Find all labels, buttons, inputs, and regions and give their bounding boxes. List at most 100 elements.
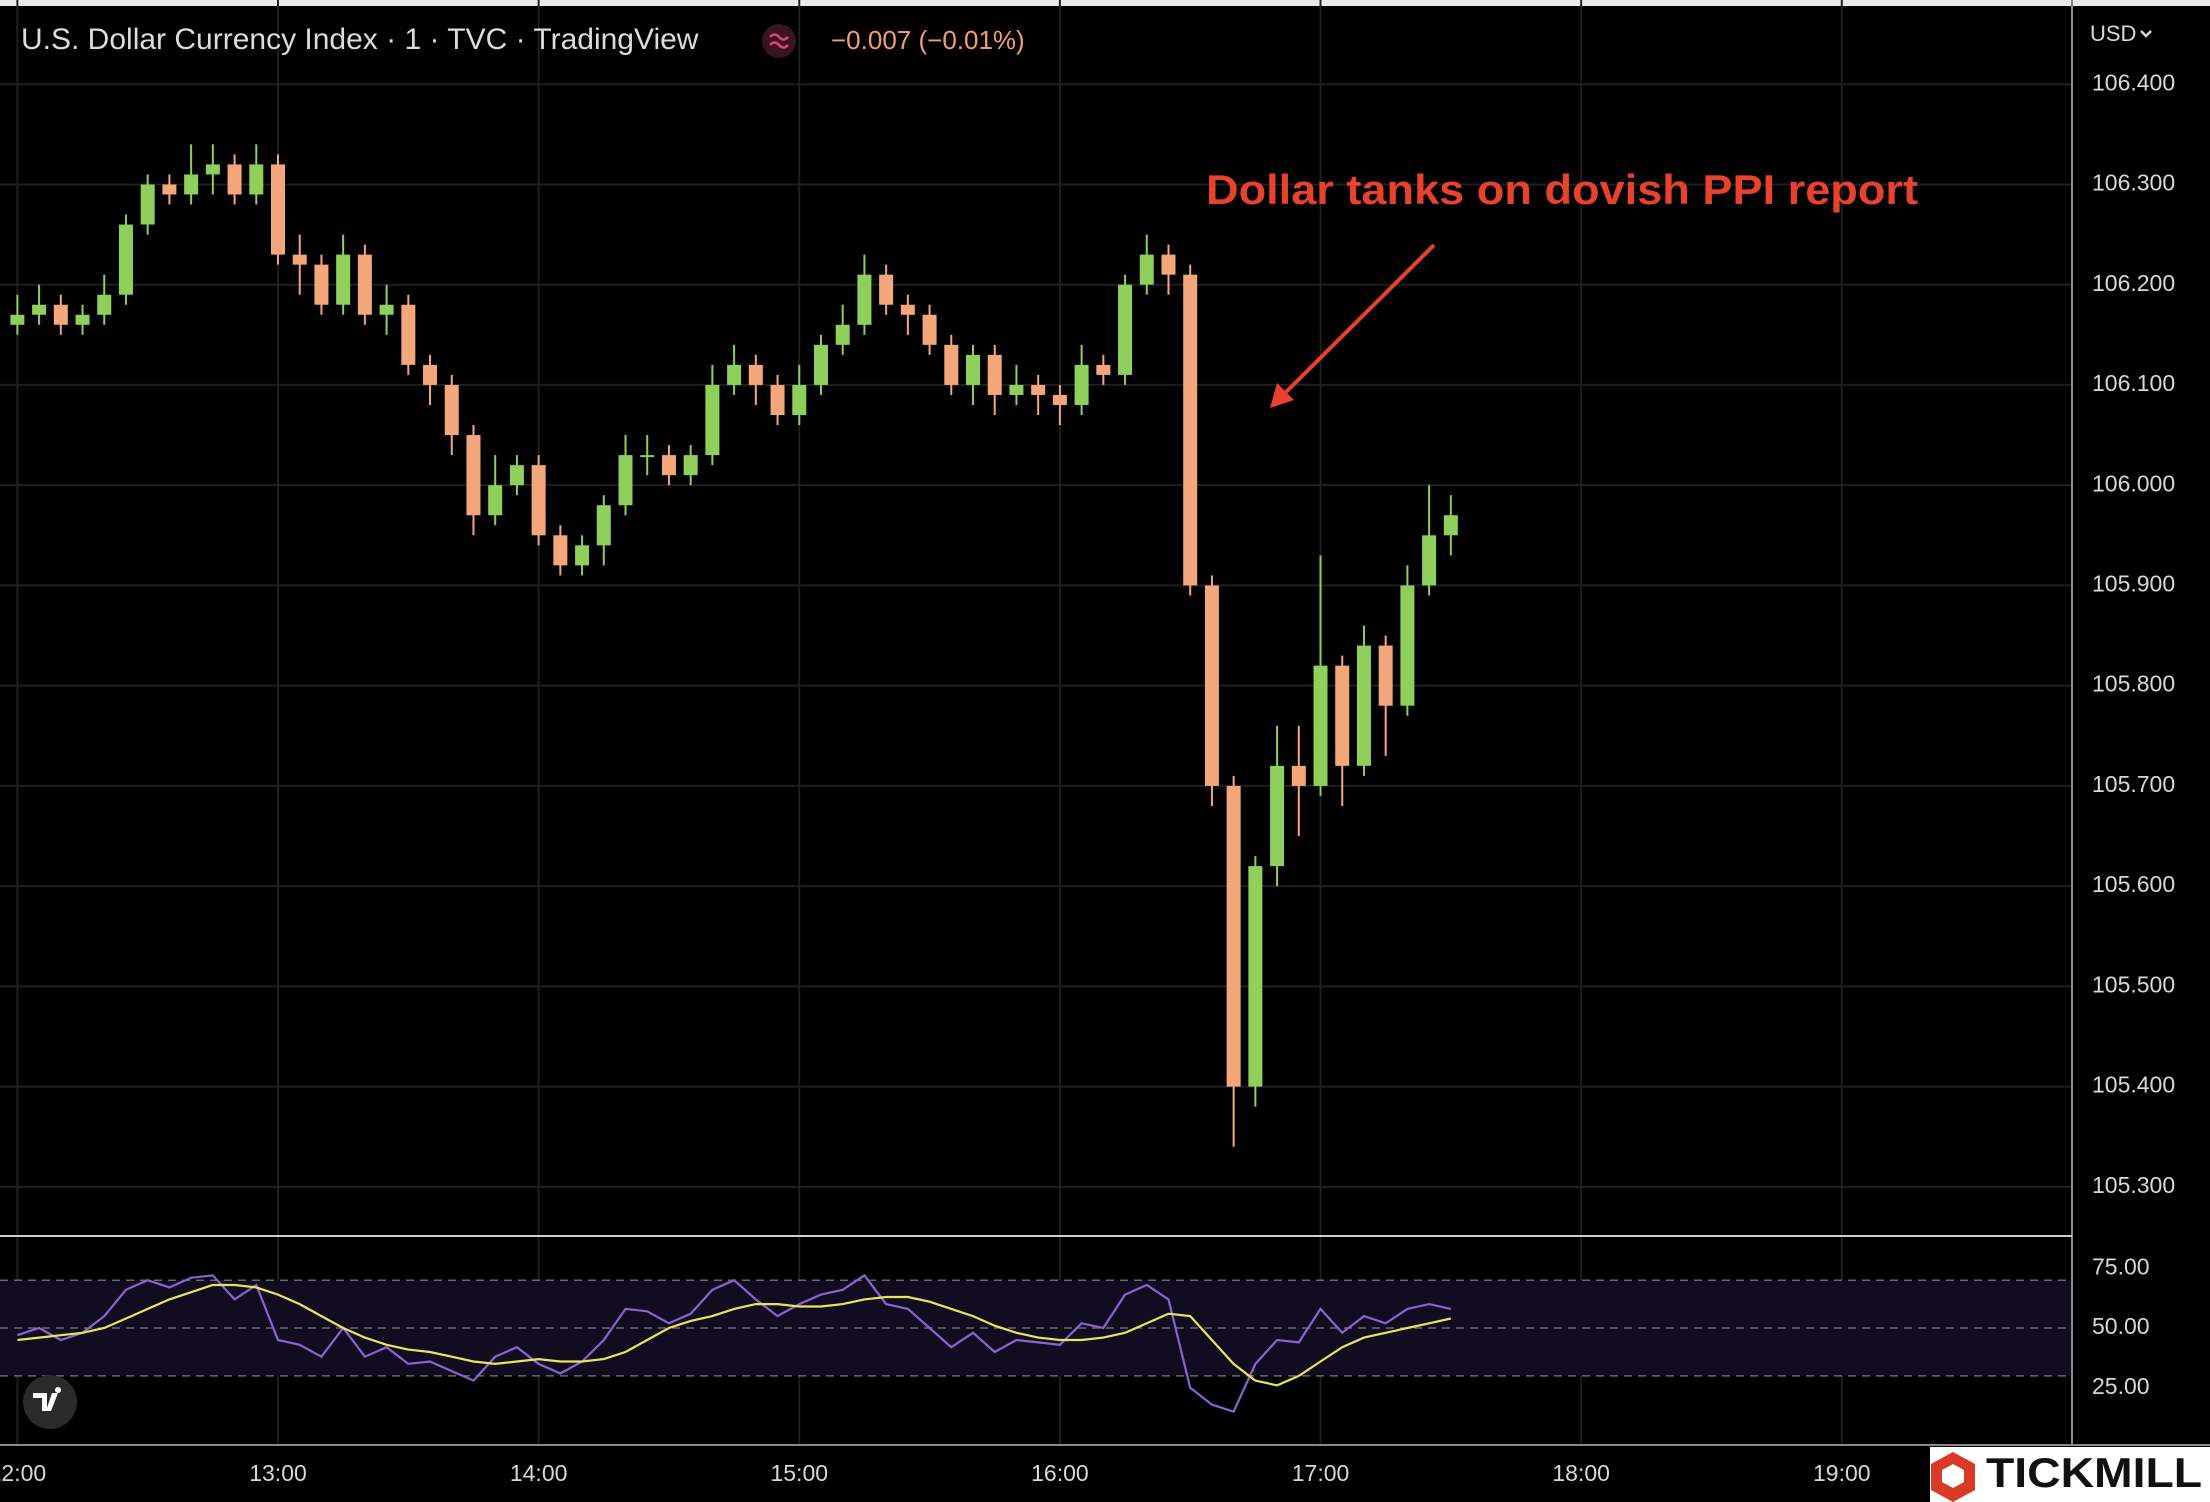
candle-body (1074, 364, 1089, 405)
candle-body (683, 455, 698, 476)
candle-body (922, 314, 937, 345)
candle-body (271, 164, 286, 255)
candle-body (227, 164, 242, 195)
candle-body (813, 344, 828, 385)
candle-body (748, 364, 763, 385)
candle-body (596, 505, 611, 546)
candle-body (835, 324, 850, 345)
candle-body (640, 455, 655, 458)
candle-body (401, 304, 416, 365)
y-tick-label: 105.900 (2092, 570, 2175, 596)
candle-body (357, 254, 372, 315)
candle-body (553, 535, 568, 566)
currency-chevron (2140, 30, 2152, 38)
y-tick-label: 106.100 (2092, 370, 2175, 396)
indicator-icon (762, 24, 796, 58)
candle-body (444, 384, 459, 436)
candle-body (292, 254, 307, 265)
candle-body (1118, 284, 1133, 375)
annotation: Dollar tanks on dovish PPI report (1206, 166, 1918, 213)
candle-body (75, 314, 90, 325)
annotation-arrow-head (1270, 383, 1294, 408)
y-tick-label: 25.00 (2092, 1373, 2150, 1399)
candle-body (661, 455, 676, 476)
candle-body (1226, 785, 1241, 1087)
candle-body (1335, 665, 1350, 766)
candle-body (509, 465, 524, 486)
candle-body (1248, 866, 1263, 1087)
price-change: −0.007 (−0.01%) (831, 25, 1025, 55)
candle-body (314, 264, 329, 305)
candle-body (205, 164, 220, 175)
candle-body (1096, 364, 1111, 375)
candle-body (1443, 515, 1458, 536)
candle-body (1291, 765, 1306, 786)
candle-body (423, 364, 438, 385)
candle-body (1183, 274, 1198, 586)
candle-body (249, 164, 264, 195)
y-tick-label: 106.200 (2092, 270, 2175, 296)
watermark: TICKMILL (1986, 1449, 2202, 1496)
candle-body (32, 304, 47, 315)
candle-body (466, 435, 481, 516)
annotation-arrow (1280, 243, 1436, 398)
y-tick-label: 106.400 (2092, 69, 2175, 95)
marks (10, 144, 1458, 1414)
candle-body (966, 354, 981, 385)
candle-body (184, 174, 199, 195)
candle-body (900, 304, 915, 315)
x-tick-label: 17:00 (1292, 1460, 1350, 1486)
candle-body (531, 465, 546, 536)
y-tick-label: 105.300 (2092, 1172, 2175, 1198)
y-tick-label: 105.500 (2092, 971, 2175, 997)
x-tick-label: 15:00 (770, 1460, 828, 1486)
candle-body (1031, 384, 1046, 395)
candle-body (1400, 585, 1415, 706)
candle-body (10, 314, 25, 325)
candle-body (575, 545, 590, 566)
candle-body (379, 304, 394, 315)
candle-body (53, 304, 68, 325)
candle-body (792, 384, 807, 416)
y-tick-label: 106.000 (2092, 470, 2175, 496)
candle-body (727, 364, 742, 385)
candle-body (1052, 394, 1067, 405)
candle-body (1139, 254, 1154, 285)
candle-body (705, 384, 720, 456)
rsi-line (17, 1273, 1452, 1414)
candle-body (140, 184, 155, 225)
currency-label: USD (2090, 21, 2136, 46)
candle-body (1270, 765, 1285, 867)
candle-body (118, 224, 133, 295)
y-tick-label: 105.700 (2092, 771, 2175, 797)
x-tick-label: 16:00 (1031, 1460, 1089, 1486)
chart-title: U.S. Dollar Currency Index · 1 · TVC · T… (21, 23, 699, 56)
y-tick-label: 50.00 (2092, 1313, 2150, 1339)
indicator-icon-glyph (769, 33, 789, 49)
watermark-logo (1931, 1452, 1975, 1502)
candle-body (1204, 585, 1219, 786)
rsi-line (17, 1283, 1452, 1387)
tv-logo-glyph (33, 1387, 62, 1411)
x-tick-label: 19:00 (1813, 1460, 1871, 1486)
candle-body (1313, 665, 1328, 786)
candle-body (97, 294, 112, 315)
y-tick-label: 105.800 (2092, 671, 2175, 697)
top-strip (0, 0, 2210, 6)
candle-body (879, 274, 894, 305)
y-tick-label: 105.400 (2092, 1072, 2175, 1098)
candle-body (162, 184, 177, 195)
candle-body (618, 455, 633, 506)
candle-body (987, 354, 1002, 395)
candle-body (944, 344, 959, 385)
candle-body (1356, 645, 1371, 766)
candle-body (1422, 535, 1437, 586)
candle-body (770, 384, 785, 416)
candle-body (336, 254, 351, 305)
candle-body (1009, 384, 1024, 395)
y-tick-label: 75.00 (2092, 1253, 2150, 1279)
x-tick-label: 12:00 (0, 1460, 46, 1486)
candle-body (1378, 645, 1393, 706)
